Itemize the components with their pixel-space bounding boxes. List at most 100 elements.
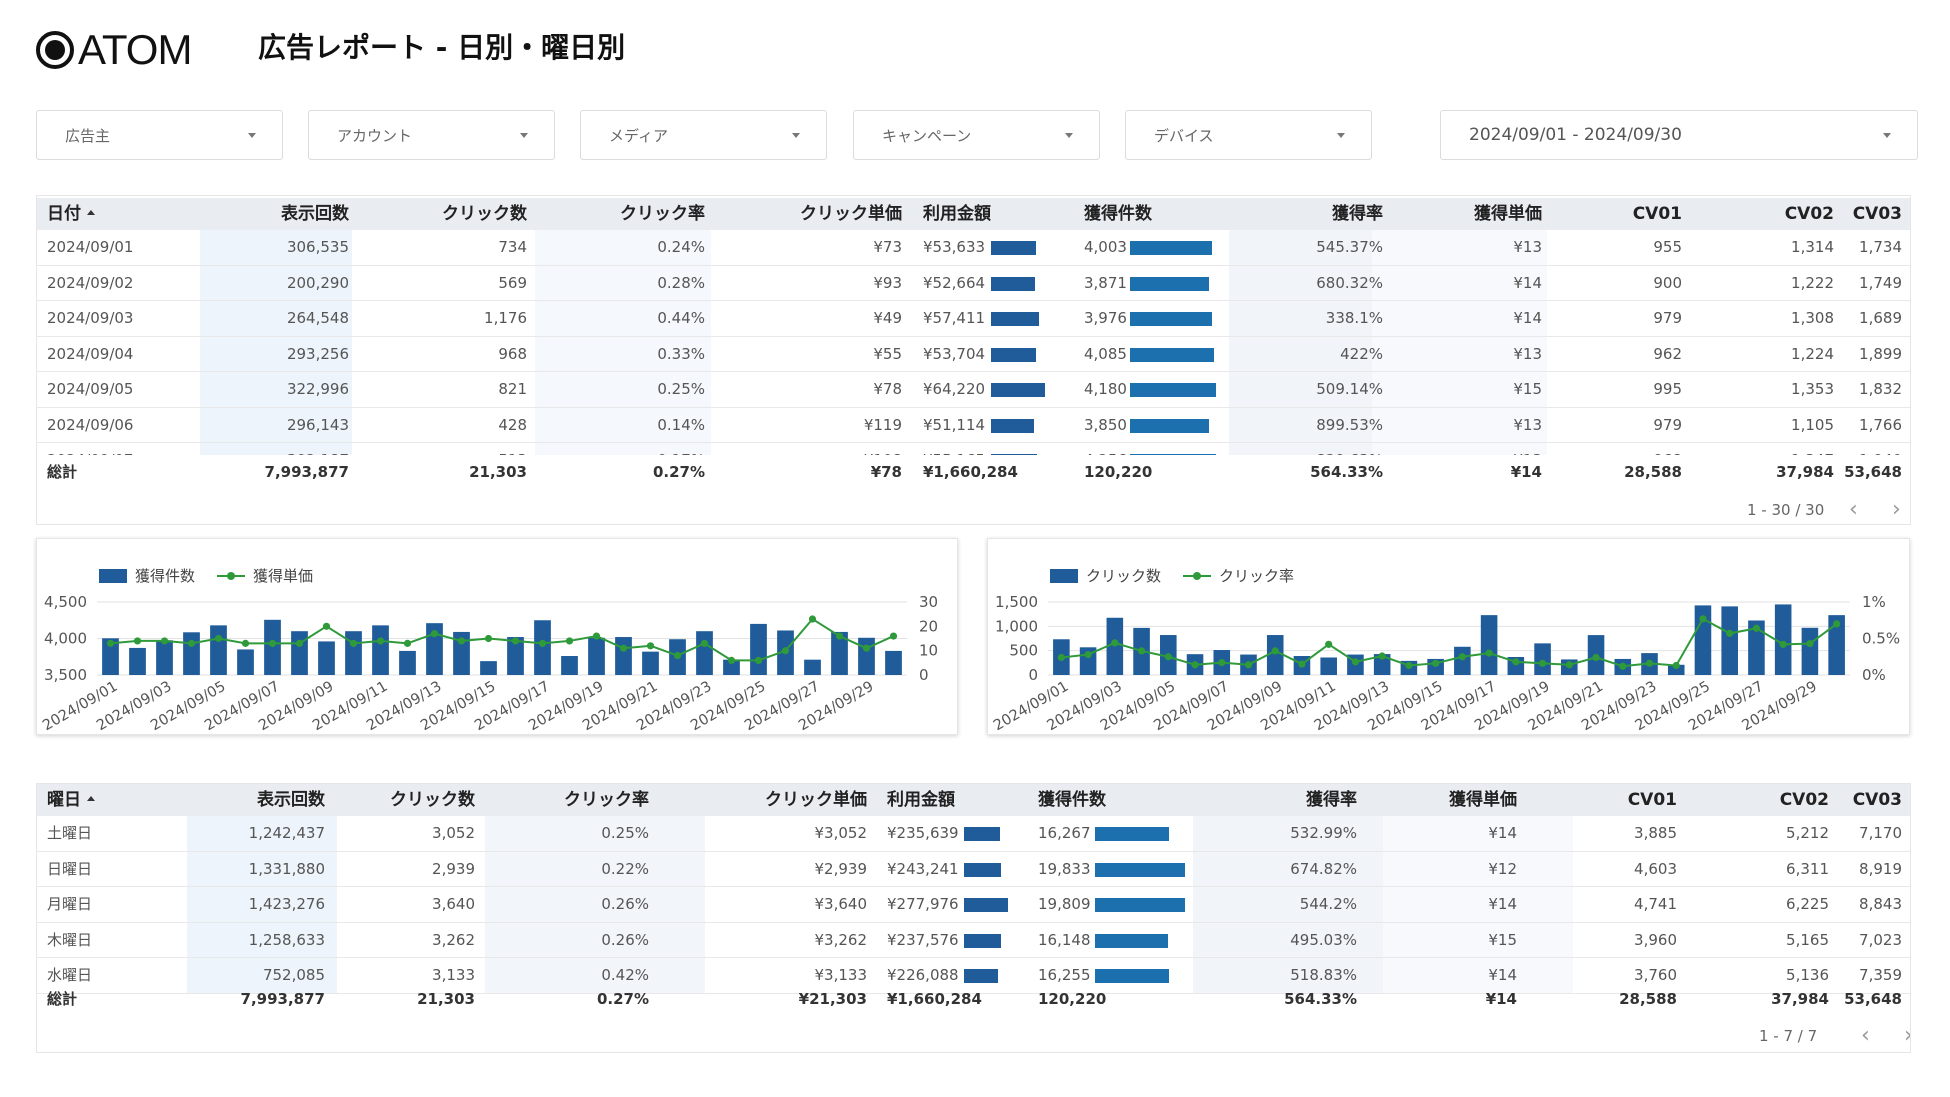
column-header-4[interactable]: クリック率: [620, 204, 705, 224]
bar-mark[interactable]: [156, 640, 173, 675]
line-point[interactable]: [754, 656, 763, 664]
bar-mark[interactable]: [291, 631, 308, 675]
bar-mark[interactable]: [318, 641, 335, 675]
line-point[interactable]: [700, 639, 709, 647]
bar-mark[interactable]: [696, 631, 713, 675]
line-point[interactable]: [1592, 653, 1600, 662]
line-point[interactable]: [1833, 620, 1841, 628]
line-point[interactable]: [592, 632, 601, 640]
line-point[interactable]: [781, 647, 790, 655]
bar-mark[interactable]: [534, 620, 551, 675]
column-header-10[interactable]: CV01: [1632, 204, 1682, 224]
bar-mark[interactable]: [1667, 664, 1685, 675]
column-header-2[interactable]: 表示回数: [257, 790, 325, 810]
line-point[interactable]: [187, 639, 196, 647]
bar-mark[interactable]: [858, 637, 875, 675]
bar-mark[interactable]: [1774, 604, 1792, 675]
line-point[interactable]: [1779, 640, 1787, 648]
bar-mark[interactable]: [264, 619, 281, 675]
line-point[interactable]: [1325, 640, 1333, 648]
line-point[interactable]: [1298, 660, 1306, 668]
line-point[interactable]: [1164, 653, 1172, 661]
bar-mark[interactable]: [507, 637, 524, 675]
line-point[interactable]: [1512, 658, 1520, 666]
bar-mark[interactable]: [1266, 635, 1284, 675]
bar-mark[interactable]: [399, 650, 416, 675]
bar-mark[interactable]: [1801, 627, 1819, 675]
line-point[interactable]: [349, 639, 358, 647]
line-point[interactable]: [457, 637, 466, 645]
bar-mark[interactable]: [723, 659, 740, 675]
line-point[interactable]: [268, 639, 277, 647]
date-range-picker[interactable]: 2024/09/01 - 2024/09/30: [1440, 110, 1918, 160]
line-point[interactable]: [673, 651, 682, 660]
line-point[interactable]: [1806, 640, 1814, 648]
column-header-6[interactable]: 利用金額: [923, 204, 991, 224]
line-point[interactable]: [1645, 659, 1654, 667]
line-point[interactable]: [1351, 658, 1360, 666]
line-point[interactable]: [160, 637, 169, 645]
line-point[interactable]: [538, 639, 547, 647]
bar-mark[interactable]: [1320, 657, 1337, 675]
column-header-12[interactable]: CV03: [1852, 204, 1902, 224]
filter-advertiser[interactable]: 広告主: [36, 110, 283, 160]
column-header-11[interactable]: CV02: [1784, 204, 1834, 224]
column-header-7[interactable]: 獲得件数: [1084, 204, 1152, 224]
legend-item-line[interactable]: 獲得単価: [217, 565, 313, 586]
column-header-9[interactable]: 獲得単価: [1449, 790, 1517, 810]
bar-mark[interactable]: [237, 649, 254, 675]
filter-media[interactable]: メディア: [580, 110, 827, 160]
bar-mark[interactable]: [453, 631, 470, 675]
line-point[interactable]: [862, 644, 871, 652]
line-point[interactable]: [430, 630, 439, 638]
line-point[interactable]: [1619, 662, 1627, 670]
column-header-3[interactable]: クリック数: [442, 204, 527, 224]
bar-mark[interactable]: [1454, 646, 1471, 675]
bar-mark[interactable]: [183, 632, 200, 675]
prev-page-icon[interactable]: ‹: [1849, 497, 1858, 522]
line-point[interactable]: [241, 639, 250, 647]
prev-page-icon[interactable]: ‹: [1861, 1023, 1870, 1048]
line-point[interactable]: [1244, 661, 1253, 669]
line-point[interactable]: [889, 632, 898, 640]
bar-mark[interactable]: [210, 625, 227, 675]
filter-campaign[interactable]: キャンペーン: [853, 110, 1100, 160]
bar-mark[interactable]: [804, 659, 821, 675]
line-point[interactable]: [1726, 629, 1734, 637]
line-point[interactable]: [835, 632, 844, 640]
column-header-2[interactable]: 表示回数: [281, 204, 349, 224]
column-header-6[interactable]: 利用金額: [887, 790, 955, 810]
column-header-10[interactable]: CV01: [1627, 790, 1677, 810]
column-header-8[interactable]: 獲得率: [1306, 790, 1357, 810]
line-point[interactable]: [1271, 647, 1279, 655]
line-point[interactable]: [322, 622, 331, 630]
bar-mark[interactable]: [1828, 615, 1845, 675]
line-point[interactable]: [808, 615, 817, 623]
bar-mark[interactable]: [588, 637, 605, 675]
line-point[interactable]: [1432, 659, 1440, 667]
line-point[interactable]: [1752, 624, 1761, 632]
line-point[interactable]: [376, 637, 385, 645]
filter-account[interactable]: アカウント: [308, 110, 555, 160]
column-header-5[interactable]: クリック単価: [800, 204, 902, 224]
line-point[interactable]: [1084, 650, 1092, 659]
next-page-icon[interactable]: ›: [1892, 497, 1901, 522]
line-point[interactable]: [403, 639, 412, 647]
line-point[interactable]: [1218, 658, 1226, 667]
column-header-5[interactable]: クリック単価: [765, 790, 867, 810]
column-header-9[interactable]: 獲得単価: [1474, 204, 1542, 224]
line-point[interactable]: [1485, 649, 1493, 657]
line-point[interactable]: [1405, 661, 1413, 670]
column-header-3[interactable]: クリック数: [390, 790, 475, 810]
line-point[interactable]: [565, 637, 574, 645]
column-header-7[interactable]: 獲得件数: [1038, 790, 1106, 810]
line-point[interactable]: [646, 642, 655, 650]
line-point[interactable]: [1565, 661, 1573, 669]
line-point[interactable]: [214, 634, 223, 643]
bar-mark[interactable]: [372, 625, 389, 675]
bar-mark[interactable]: [480, 661, 497, 675]
line-point[interactable]: [727, 656, 736, 664]
bar-mark[interactable]: [885, 650, 902, 675]
column-header-1[interactable]: 曜日: [47, 784, 177, 816]
line-point[interactable]: [1378, 652, 1386, 660]
